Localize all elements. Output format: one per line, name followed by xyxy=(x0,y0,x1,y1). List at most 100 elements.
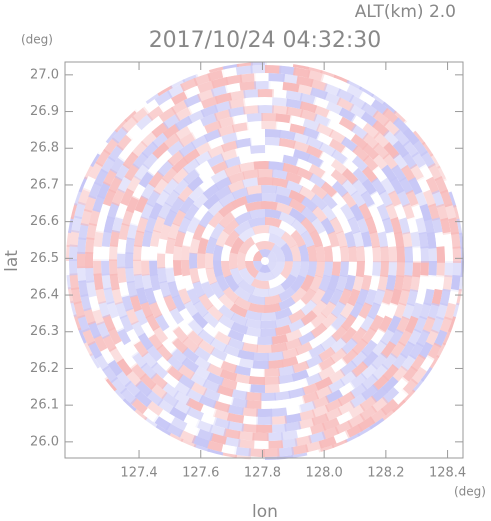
texture-cell xyxy=(248,302,265,314)
texture-cell xyxy=(123,339,139,358)
texture-cell xyxy=(355,261,366,278)
texture-cell xyxy=(378,315,393,334)
texture-cell xyxy=(134,195,149,213)
texture-cell xyxy=(318,230,332,248)
texture-cell xyxy=(184,203,200,221)
texture-cell xyxy=(277,455,294,460)
texture-cell xyxy=(330,159,349,175)
texture-cell xyxy=(376,302,390,320)
texture-cell xyxy=(210,222,225,241)
texture-cell xyxy=(204,120,222,134)
texture-cell xyxy=(275,121,293,132)
texture-cell xyxy=(177,185,194,203)
texture-cell xyxy=(102,314,116,332)
texture-cell xyxy=(92,259,102,276)
texture-cell xyxy=(148,170,165,188)
texture-cell xyxy=(318,142,337,157)
texture-cell xyxy=(313,113,332,127)
texture-cell xyxy=(189,252,198,269)
texture-cell xyxy=(287,395,306,407)
texture-cell xyxy=(149,274,161,291)
texture-cell xyxy=(265,208,282,220)
texture-cell xyxy=(111,215,124,233)
texture-cell xyxy=(452,246,462,263)
texture-cell xyxy=(323,261,333,278)
texture-cell xyxy=(280,243,294,262)
texture-cell xyxy=(256,408,273,417)
texture-cell xyxy=(278,211,296,226)
texture-cell xyxy=(369,408,388,424)
texture-cell xyxy=(211,160,229,175)
texture-cell xyxy=(108,175,123,194)
texture-cell xyxy=(230,204,249,219)
texture-cell xyxy=(218,293,235,310)
texture-cell xyxy=(333,78,352,93)
texture-cell xyxy=(378,189,394,208)
texture-cell xyxy=(202,193,220,210)
texture-cell xyxy=(352,275,364,293)
texture-cell xyxy=(419,355,435,373)
texture-cell xyxy=(207,293,224,311)
texture-cell xyxy=(293,67,311,79)
texture-cell xyxy=(235,65,253,76)
texture-cell xyxy=(172,167,189,185)
texture-cell xyxy=(146,189,161,208)
texture-cell xyxy=(372,165,389,184)
texture-cell xyxy=(288,189,306,204)
texture-cell xyxy=(130,362,147,380)
texture-cell xyxy=(315,376,333,391)
texture-cell xyxy=(351,178,368,197)
texture-cell xyxy=(77,266,87,283)
texture-cell xyxy=(308,334,326,350)
texture-cell xyxy=(391,365,408,383)
texture-cell xyxy=(401,302,415,321)
texture-cell xyxy=(191,435,210,449)
texture-cell xyxy=(230,388,248,400)
texture-cell xyxy=(320,181,338,198)
texture-cell xyxy=(310,287,326,306)
texture-cell xyxy=(145,400,164,416)
texture-cell xyxy=(230,321,248,335)
texture-cell xyxy=(252,352,269,361)
texture-cell xyxy=(358,203,373,221)
texture-cell xyxy=(172,325,189,343)
texture-cell xyxy=(210,85,229,97)
texture-cell xyxy=(146,344,163,362)
texture-cell xyxy=(256,424,273,433)
texture-cell xyxy=(169,416,188,431)
texture-cell xyxy=(245,391,262,401)
texture-cell xyxy=(249,144,267,154)
texture-cell xyxy=(153,415,171,431)
plot-frame xyxy=(64,61,464,459)
texture-cell xyxy=(199,412,217,426)
texture-cell xyxy=(131,140,148,158)
texture-cell xyxy=(360,111,379,128)
texture-cell xyxy=(289,123,307,135)
texture-cell xyxy=(217,124,235,137)
texture-cell xyxy=(224,164,242,177)
texture-cell xyxy=(231,122,249,133)
texture-cell xyxy=(367,203,382,221)
texture-cell xyxy=(439,316,453,335)
texture-cell xyxy=(157,301,172,319)
texture-cell xyxy=(101,230,112,247)
texture-cell xyxy=(284,421,302,432)
texture-cell xyxy=(221,140,239,153)
texture-cell xyxy=(204,252,214,270)
texture-cell xyxy=(268,273,287,289)
texture-cell xyxy=(134,390,152,408)
texture-cell xyxy=(167,281,180,299)
texture-cell xyxy=(339,370,358,387)
texture-cell xyxy=(181,347,200,363)
texture-cell xyxy=(209,281,225,299)
texture-cell xyxy=(171,337,189,354)
texture-cell xyxy=(444,261,454,278)
texture-cell xyxy=(373,131,391,149)
texture-cell xyxy=(166,354,184,372)
texture-cell xyxy=(419,163,434,182)
texture-cell xyxy=(214,176,232,191)
texture-cell xyxy=(250,278,270,290)
texture-cell xyxy=(243,89,260,99)
texture-cell xyxy=(334,411,353,426)
texture-cell xyxy=(260,320,277,329)
